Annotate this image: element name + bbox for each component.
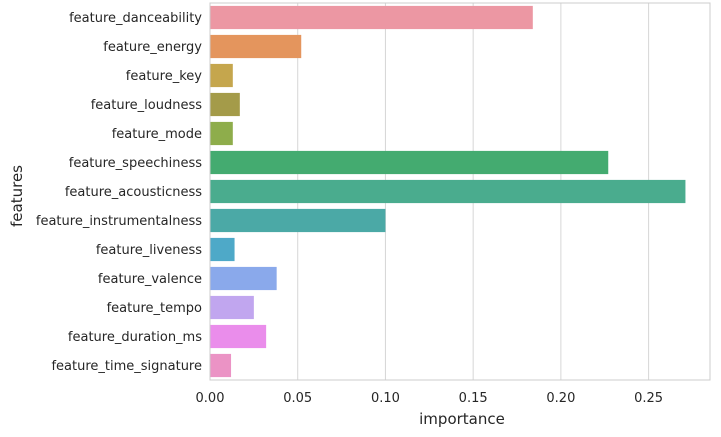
bar-feature-danceability [210,5,533,30]
x-tick-label: 0.25 [634,391,663,406]
x-tick-label: 0.10 [371,391,400,406]
y-tick-label: feature_loudness [91,98,203,113]
y-tick-label: feature_valence [98,272,202,287]
bar-feature-acousticness [210,179,686,204]
bar-feature-valence [210,266,277,291]
y-tick-label: feature_tempo [107,301,202,316]
bar-feature-duration-ms [210,324,267,349]
x-tick-label: 0.20 [546,391,575,406]
y-tick-labels: feature_danceability feature_energyfeatur… [36,11,202,374]
bar-feature-loudness [210,92,240,117]
x-axis-label: importance [419,410,505,428]
x-tick-label: 0.05 [283,391,312,406]
y-tick-label: feature_instrumentalness [36,214,202,229]
y-tick-label: feature_key [126,69,202,84]
y-tick-label: feature_duration_ms [68,330,202,345]
x-tick-label: 0.15 [459,391,488,406]
y-tick-label: feature_acousticness [65,185,202,200]
y-axis-label: features [8,165,26,227]
y-tick-label: feature_energy [103,40,202,55]
bar-feature-liveness [210,237,235,262]
bar-feature-mode [210,121,233,146]
bars [210,5,686,378]
bar-feature-key [210,63,233,88]
x-tick-label: 0.00 [196,391,225,406]
bar-feature-speechiness [210,150,609,175]
y-tick-label: feature_time_signature [51,359,202,374]
bar-feature-instrumentalness [210,208,386,233]
plot-frame [209,2,711,381]
y-tick-label: feature_danceability [69,11,202,26]
x-tick-labels: 0.00 0.05 0.10 0.15 0.20 0.25 [196,391,664,406]
y-tick-label: feature_liveness [96,243,202,258]
bar-feature-time-signature [210,353,232,378]
y-tick-label: feature_mode [112,127,202,142]
bar-feature-energy [210,34,302,59]
bar-feature-tempo [210,295,254,320]
y-tick-label: feature_speechiness [69,156,202,171]
